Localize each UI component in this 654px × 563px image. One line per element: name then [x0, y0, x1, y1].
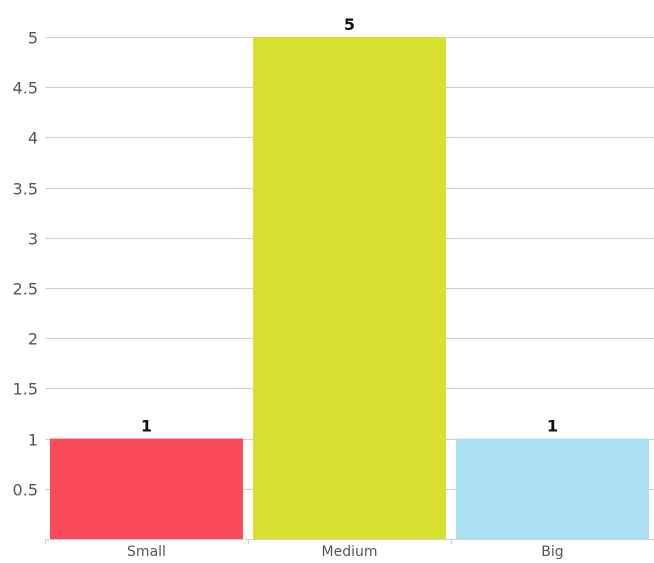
x-tick-label-small: Small: [127, 544, 166, 560]
y-tick-label: 2: [28, 330, 38, 349]
y-tick-label: 4.5: [13, 79, 38, 98]
bar-big: [456, 438, 649, 539]
y-tick-label: 3.5: [13, 180, 38, 199]
y-tick-label: 5: [28, 29, 38, 48]
y-tick-label: 4: [28, 129, 38, 148]
x-tick-label-medium: Medium: [322, 544, 378, 560]
data-labels: 1 5 1: [141, 15, 558, 436]
data-label-medium: 5: [344, 15, 355, 34]
bar-medium: [253, 37, 446, 539]
y-axis-tick-labels: 0.5 1 1.5 2 2.5 3 3.5 4 4.5 5: [13, 29, 38, 500]
y-tick-label: 3: [28, 230, 38, 249]
data-label-small: 1: [141, 417, 152, 436]
x-axis: Small Medium Big: [45, 539, 654, 560]
y-tick-label: 0.5: [13, 481, 38, 500]
bar-small: [50, 438, 243, 539]
x-tick-label-big: Big: [541, 544, 563, 560]
bars: [50, 37, 649, 539]
y-tick-label: 1.5: [13, 380, 38, 399]
data-label-big: 1: [547, 417, 558, 436]
y-tick-label: 2.5: [13, 280, 38, 299]
y-tick-label: 1: [28, 431, 38, 450]
